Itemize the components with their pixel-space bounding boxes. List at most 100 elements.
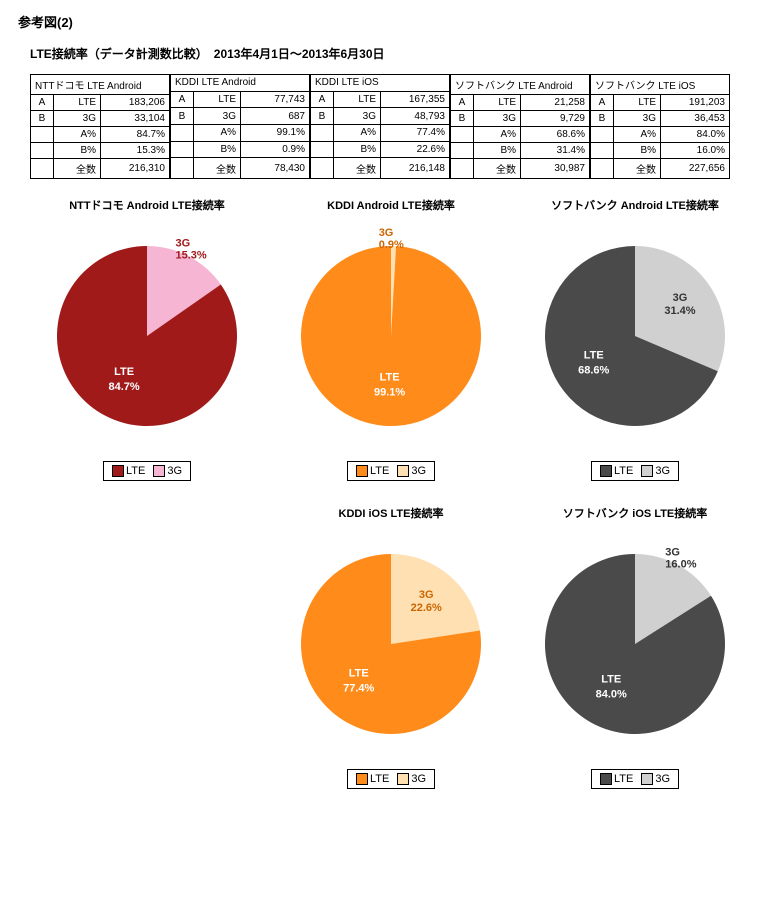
row-tag bbox=[31, 143, 54, 159]
carrier-table: NTTドコモ LTE Android ALTE183,206 B3G33,104… bbox=[30, 74, 170, 179]
chart-title: KDDI iOS LTE接続率 bbox=[274, 505, 508, 521]
row-tag bbox=[311, 124, 334, 141]
cell-value: 216,148 bbox=[381, 158, 450, 179]
cell-value: 31.4% bbox=[521, 143, 590, 159]
row-tag bbox=[31, 159, 54, 179]
pie-chart: LTE 84.7% 3G 15.3% bbox=[37, 221, 257, 451]
row-label: 全数 bbox=[194, 158, 241, 179]
row-tag bbox=[591, 143, 614, 159]
row-tag bbox=[591, 159, 614, 179]
row-tag bbox=[171, 124, 194, 141]
row-tag: A bbox=[31, 95, 54, 111]
slice-pct-3g: 31.4% bbox=[664, 305, 695, 317]
swatch-icon bbox=[397, 465, 409, 477]
slice-label-3g: 3G bbox=[176, 238, 191, 250]
row-label: LTE bbox=[54, 95, 101, 111]
row-label: A% bbox=[334, 124, 381, 141]
slice-pct-lte: 84.0% bbox=[596, 688, 627, 700]
row-label: LTE bbox=[614, 95, 661, 111]
row-tag: A bbox=[451, 95, 474, 111]
row-tag: A bbox=[171, 91, 194, 108]
cell-value: 9,729 bbox=[521, 111, 590, 127]
legend-item-3g: 3G bbox=[641, 465, 670, 477]
row-tag bbox=[451, 127, 474, 143]
swatch-icon bbox=[356, 773, 368, 785]
cell-value: 48,793 bbox=[381, 108, 450, 125]
row-label: A% bbox=[474, 127, 521, 143]
cell-value: 687 bbox=[241, 108, 310, 125]
chart-cell bbox=[30, 505, 264, 789]
row-label: 3G bbox=[194, 108, 241, 125]
slice-3g bbox=[391, 554, 480, 644]
cell-value: 78,430 bbox=[241, 158, 310, 179]
main-title: LTE接続率（データ計測数比較） 2013年4月1日～2013年6月30日 bbox=[30, 45, 752, 62]
row-tag: B bbox=[451, 111, 474, 127]
swatch-icon bbox=[153, 465, 165, 477]
swatch-icon bbox=[397, 773, 409, 785]
row-tag bbox=[311, 141, 334, 158]
row-tag bbox=[311, 158, 334, 179]
table-header: ソフトバンク LTE iOS bbox=[591, 75, 730, 95]
cell-value: 167,355 bbox=[381, 91, 450, 108]
chart-legend: LTE 3G bbox=[591, 461, 679, 481]
cell-value: 84.7% bbox=[101, 127, 170, 143]
table-header: KDDI LTE Android bbox=[171, 75, 310, 92]
swatch-icon bbox=[356, 465, 368, 477]
slice-label-3g: 3G bbox=[673, 292, 688, 304]
row-label: B% bbox=[54, 143, 101, 159]
chart-legend: LTE 3G bbox=[347, 461, 435, 481]
table-header: ソフトバンク LTE Android bbox=[451, 75, 590, 95]
table-header: NTTドコモ LTE Android bbox=[31, 75, 170, 95]
legend-item-3g: 3G bbox=[641, 773, 670, 785]
row-tag bbox=[591, 127, 614, 143]
row-tag bbox=[451, 159, 474, 179]
cell-value: 77.4% bbox=[381, 124, 450, 141]
chart-cell: ソフトバンク iOS LTE接続率 LTE 84.0% 3G 16.0% LTE… bbox=[518, 505, 752, 789]
slice-pct-lte: 77.4% bbox=[343, 683, 374, 695]
chart-title: NTTドコモ Android LTE接続率 bbox=[30, 197, 264, 213]
row-label: A% bbox=[194, 124, 241, 141]
row-label: B% bbox=[614, 143, 661, 159]
slice-lte bbox=[301, 246, 481, 426]
slice-pct-3g: 15.3% bbox=[176, 250, 207, 262]
swatch-icon bbox=[641, 465, 653, 477]
slice-label-3g: 3G bbox=[665, 547, 680, 559]
table-header: KDDI LTE iOS bbox=[311, 75, 450, 92]
slice-label-3g: 3G bbox=[419, 589, 434, 601]
legend-item-lte: LTE bbox=[600, 465, 633, 477]
slice-label-3g: 3G bbox=[379, 227, 394, 239]
row-tag: B bbox=[311, 108, 334, 125]
reference-title: 参考図(2) bbox=[18, 12, 752, 31]
row-tag: B bbox=[31, 111, 54, 127]
chart-title: ソフトバンク Android LTE接続率 bbox=[518, 197, 752, 213]
chart-cell: ソフトバンク Android LTE接続率 LTE 68.6% 3G 31.4%… bbox=[518, 197, 752, 481]
row-label: LTE bbox=[474, 95, 521, 111]
row-label: 3G bbox=[614, 111, 661, 127]
swatch-icon bbox=[641, 773, 653, 785]
chart-title: KDDI Android LTE接続率 bbox=[274, 197, 508, 213]
row-tag: B bbox=[591, 111, 614, 127]
carrier-table: ソフトバンク LTE Android ALTE21,258 B3G9,729 A… bbox=[450, 74, 590, 179]
row-label: B% bbox=[334, 141, 381, 158]
row-label: B% bbox=[194, 141, 241, 158]
row-tag bbox=[31, 127, 54, 143]
legend-item-lte: LTE bbox=[112, 465, 145, 477]
pie-chart: LTE 77.4% 3G 22.6% bbox=[281, 529, 501, 759]
carrier-table: ソフトバンク LTE iOS ALTE191,203 B3G36,453 A%8… bbox=[590, 74, 730, 179]
chart-legend: LTE 3G bbox=[103, 461, 191, 481]
cell-value: 68.6% bbox=[521, 127, 590, 143]
slice-pct-lte: 68.6% bbox=[578, 364, 609, 376]
legend-item-lte: LTE bbox=[600, 773, 633, 785]
row-label: 全数 bbox=[614, 159, 661, 179]
row-label: B% bbox=[474, 143, 521, 159]
swatch-icon bbox=[600, 773, 612, 785]
chart-cell: KDDI iOS LTE接続率 LTE 77.4% 3G 22.6% LTE 3… bbox=[274, 505, 508, 789]
row-label: LTE bbox=[334, 91, 381, 108]
row-label: LTE bbox=[194, 91, 241, 108]
row-label: 全数 bbox=[474, 159, 521, 179]
cell-value: 22.6% bbox=[381, 141, 450, 158]
pie-chart: LTE 99.1% 3G 0.9% bbox=[281, 221, 501, 451]
slice-pct-3g: 22.6% bbox=[411, 602, 442, 614]
row-tag: A bbox=[311, 91, 334, 108]
row-tag bbox=[451, 143, 474, 159]
